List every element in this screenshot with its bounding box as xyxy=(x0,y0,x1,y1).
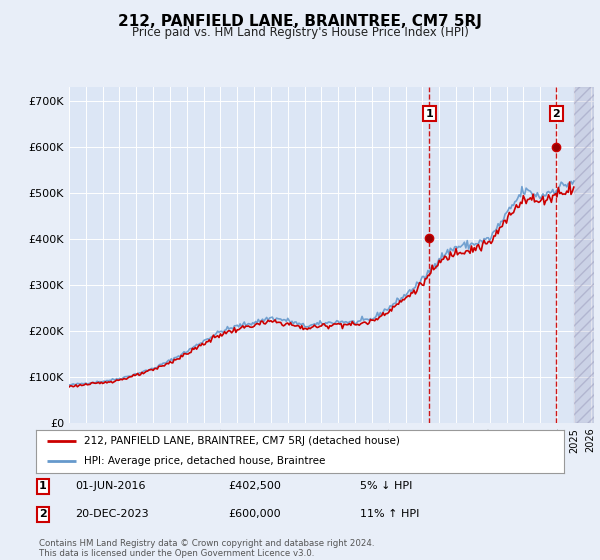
Text: 20-DEC-2023: 20-DEC-2023 xyxy=(75,509,149,519)
Text: 1: 1 xyxy=(39,481,47,491)
Bar xyxy=(574,87,594,423)
Text: 212, PANFIELD LANE, BRAINTREE, CM7 5RJ: 212, PANFIELD LANE, BRAINTREE, CM7 5RJ xyxy=(118,14,482,29)
Text: 2: 2 xyxy=(553,109,560,119)
Text: Contains HM Land Registry data © Crown copyright and database right 2024.
This d: Contains HM Land Registry data © Crown c… xyxy=(39,539,374,558)
Text: 11% ↑ HPI: 11% ↑ HPI xyxy=(360,509,419,519)
Text: 2: 2 xyxy=(39,509,47,519)
Text: HPI: Average price, detached house, Braintree: HPI: Average price, detached house, Brai… xyxy=(83,456,325,466)
Text: 01-JUN-2016: 01-JUN-2016 xyxy=(75,481,146,491)
Text: £402,500: £402,500 xyxy=(228,481,281,491)
Text: 5% ↓ HPI: 5% ↓ HPI xyxy=(360,481,412,491)
Text: 212, PANFIELD LANE, BRAINTREE, CM7 5RJ (detached house): 212, PANFIELD LANE, BRAINTREE, CM7 5RJ (… xyxy=(83,436,400,446)
Bar xyxy=(574,87,594,423)
Text: £600,000: £600,000 xyxy=(228,509,281,519)
Text: 1: 1 xyxy=(425,109,433,119)
Text: Price paid vs. HM Land Registry's House Price Index (HPI): Price paid vs. HM Land Registry's House … xyxy=(131,26,469,39)
